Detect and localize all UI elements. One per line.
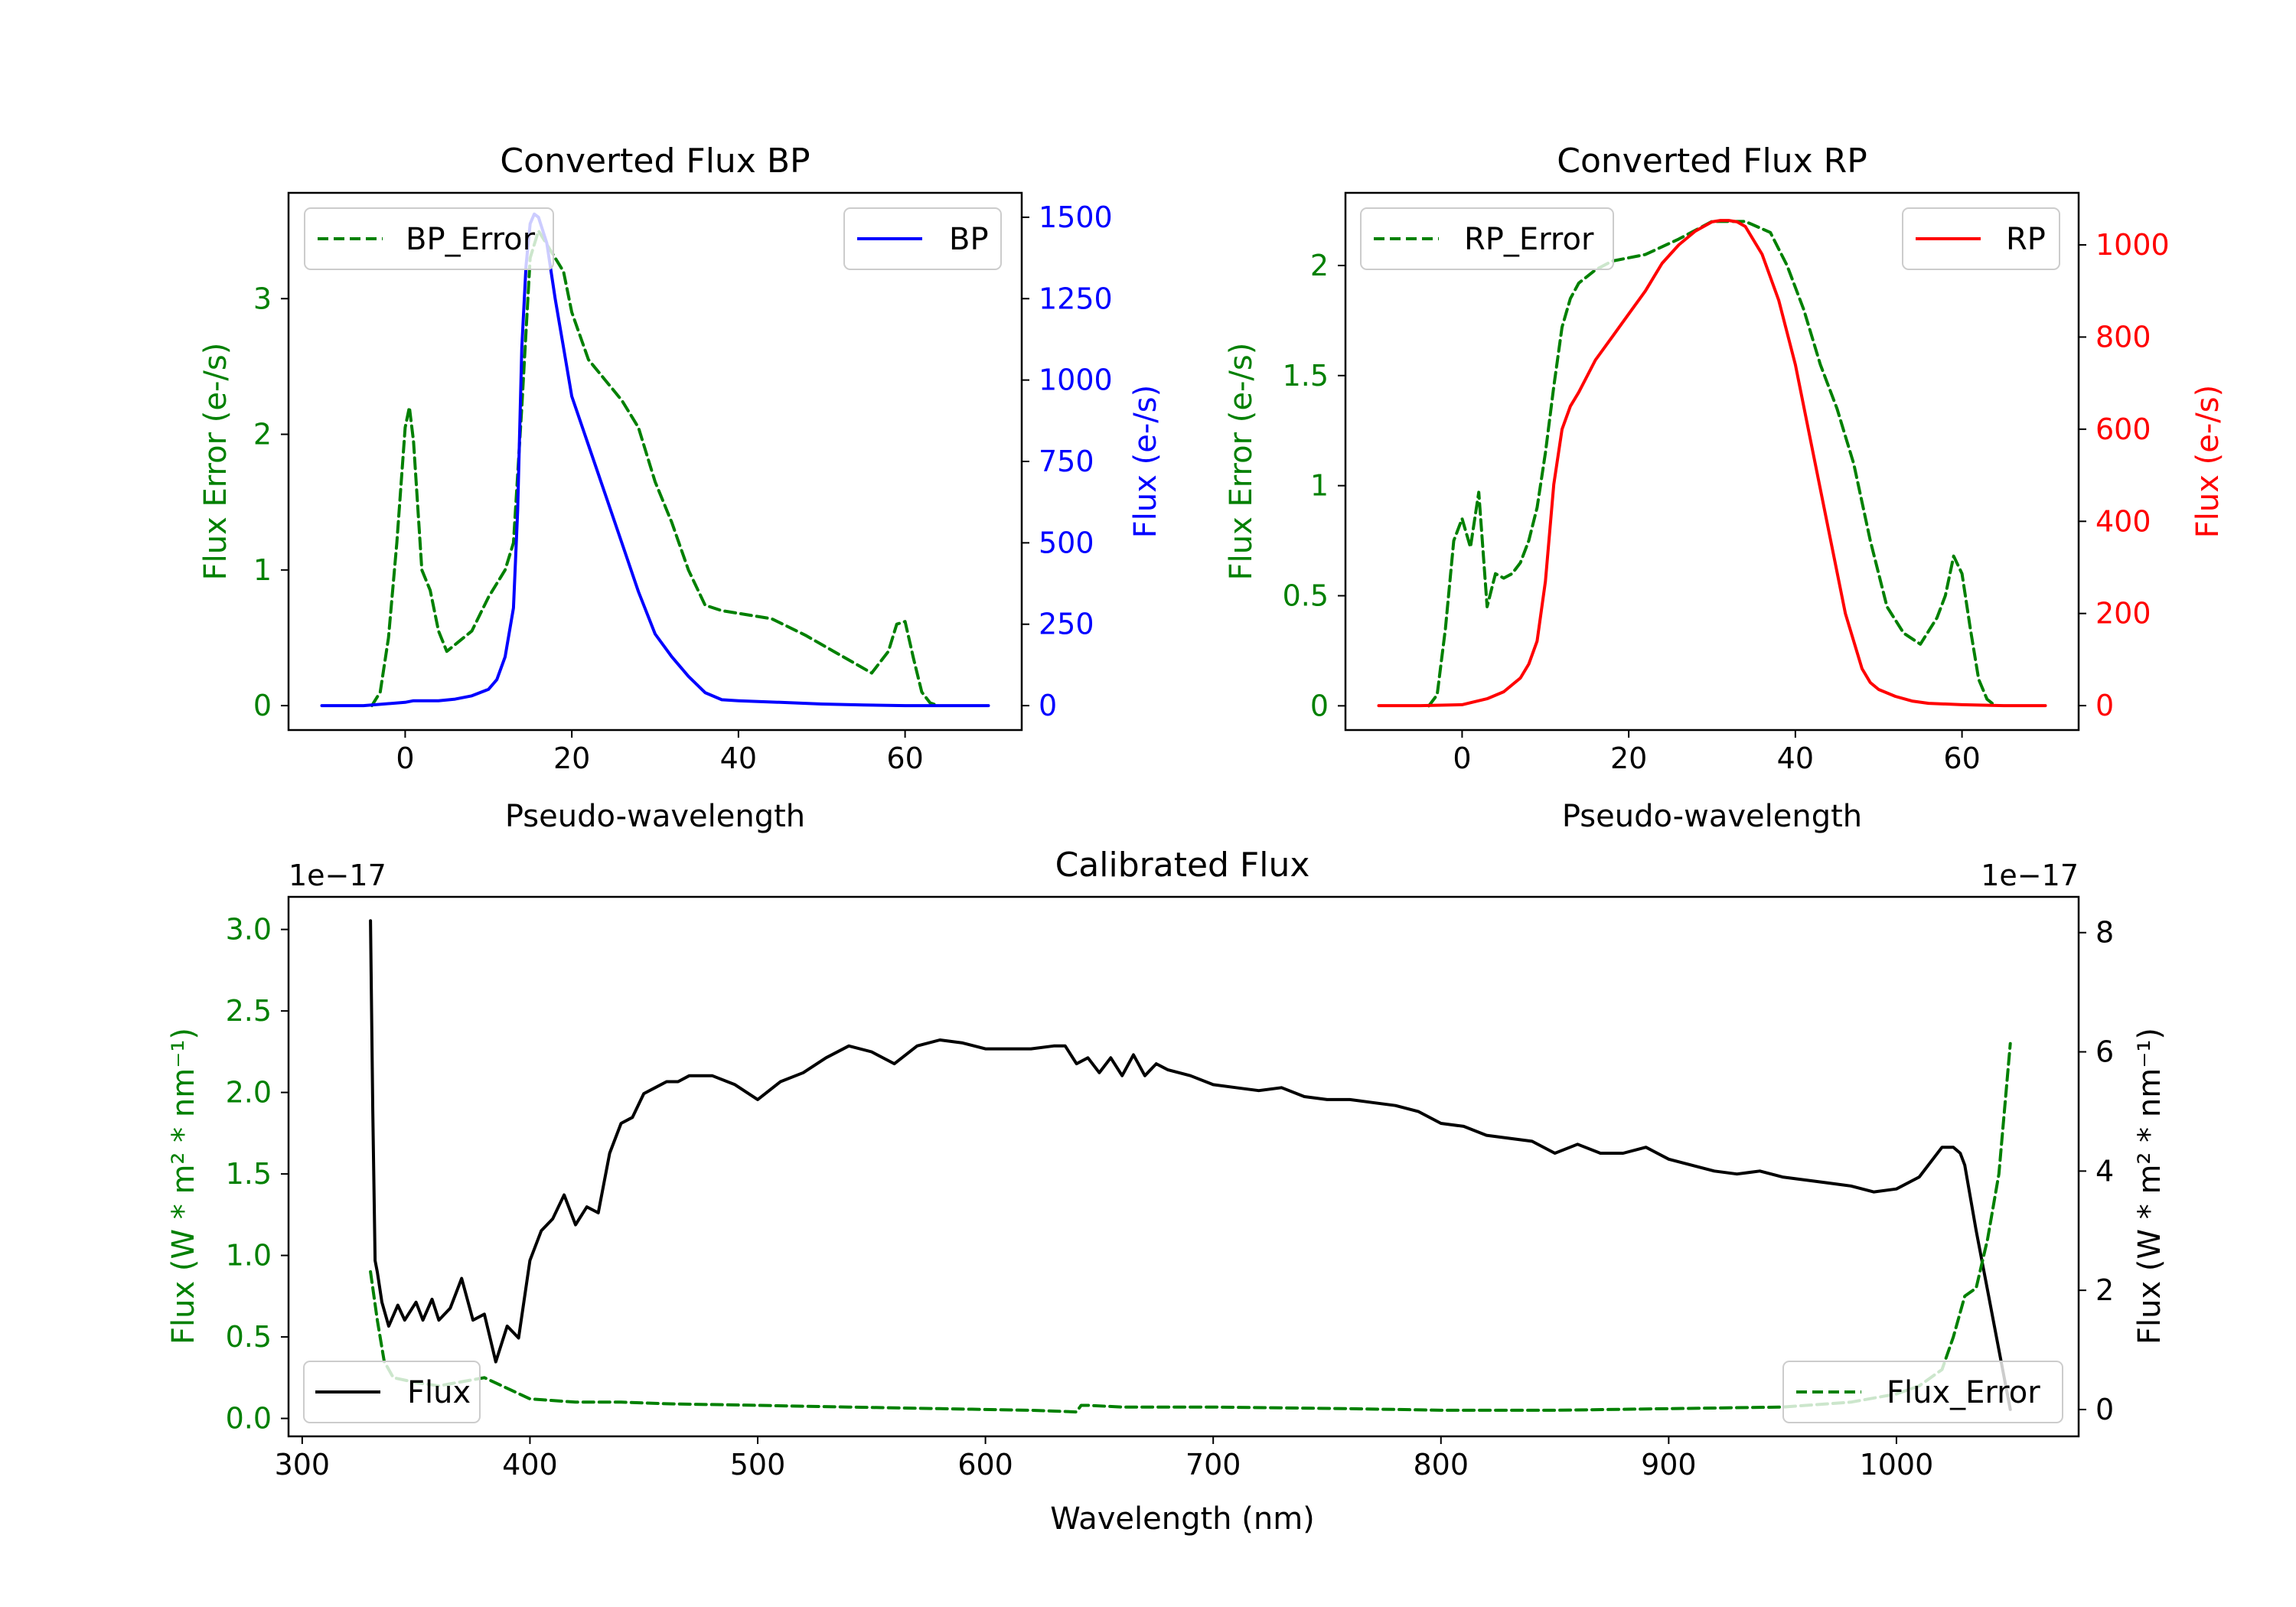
right-y-tick-label: 200 [2095, 597, 2151, 631]
left-y-tick-label: 2.0 [226, 1076, 272, 1110]
left-y-tick-label: 0 [1310, 689, 1329, 722]
left-offset-text: 1e−17 [289, 859, 386, 892]
left-y-tick-label: 1.0 [226, 1239, 272, 1273]
chart-converted-flux-rp: Converted Flux RP 0 20 40 6000.511.52020040… [1224, 142, 2226, 834]
chart-title: Converted Flux RP [1557, 142, 1867, 181]
left-y-tick-label: 2 [253, 418, 272, 451]
series-line-flux [369, 919, 2012, 1411]
right-y-axis-label: Flux (e-/s) [2190, 385, 2226, 538]
legend-rp: RP [1902, 207, 2060, 270]
left-y-tick-label: 3.0 [226, 913, 272, 947]
series-line-bp [320, 212, 990, 708]
left-y-tick-label: 2 [1310, 249, 1329, 282]
left-y-tick-label: 1 [1310, 469, 1329, 503]
left-y-tick-label: 0.5 [226, 1320, 272, 1354]
left-y-tick-label: 1.5 [1283, 359, 1329, 393]
right-y-axis-label: Flux (e-/s) [1128, 385, 1163, 538]
x-tick-label: 60 [886, 742, 923, 775]
right-y-tick-label: 0 [1039, 689, 1057, 722]
right-y-tick-label: 500 [1039, 526, 1094, 559]
legend-bp: BP [843, 207, 1002, 270]
plot-frame [1344, 191, 2080, 732]
legend-bp-error: BP_Error [304, 207, 554, 270]
legend-label: Flux [407, 1375, 471, 1410]
axis-ticks: 300 400 500 600 700 800 900 1000 0.0 0.5 1.0 1.5 2.0… [226, 913, 2115, 1482]
x-tick-label: 60 [1943, 742, 1980, 775]
plot-frame [287, 895, 2080, 1438]
x-axis-label: Pseudo-wavelength [1562, 799, 1862, 834]
x-tick-label: 20 [553, 742, 590, 775]
x-tick-label: 800 [1414, 1448, 1469, 1482]
right-y-tick-label: 4 [2095, 1154, 2114, 1188]
x-axis-label: Pseudo-wavelength [505, 799, 805, 834]
left-y-tick-label: 2.5 [226, 994, 272, 1028]
right-y-tick-label: 1250 [1039, 282, 1113, 315]
right-y-tick-label: 800 [2095, 320, 2151, 354]
right-y-tick-label: 2 [2095, 1273, 2114, 1307]
axis-ticks: 0 20 40 60 0 1 2 3 0 250 500 750 1000 1250 1500 [253, 200, 1113, 775]
x-tick-label: 0 [1453, 742, 1471, 775]
legend-label: Flux_Error [1887, 1375, 2040, 1410]
right-y-axis-label: Flux (W * m² * nm⁻¹) [2132, 1028, 2167, 1345]
chart-converted-flux-bp: Converted Flux BP 0 20 40 60 0 1 2 3 0 250 500 750 1… [198, 142, 1163, 834]
right-y-tick-label: 0 [2095, 689, 2114, 722]
legend-rp-error: RP_Error [1360, 207, 1614, 270]
x-tick-label: 40 [720, 742, 757, 775]
legend-label: BP_Error [406, 222, 536, 257]
right-y-tick-label: 600 [2095, 412, 2151, 446]
x-tick-label: 1000 [1860, 1448, 1934, 1482]
legend-label: BP [949, 222, 989, 257]
x-tick-label: 900 [1641, 1448, 1697, 1482]
legend-label: RP [2006, 222, 2046, 257]
left-y-tick-label: 0.0 [226, 1402, 272, 1436]
x-tick-label: 300 [275, 1448, 331, 1482]
right-y-tick-label: 6 [2095, 1035, 2114, 1069]
left-y-axis-label: Flux Error (e-/s) [198, 343, 233, 581]
x-tick-label: 40 [1777, 742, 1814, 775]
chart-title: Converted Flux BP [500, 142, 810, 181]
right-y-tick-label: 8 [2095, 916, 2114, 950]
left-y-tick-label: 3 [253, 282, 272, 315]
left-y-tick-label: 1.5 [226, 1157, 272, 1191]
right-offset-text: 1e−17 [1981, 859, 2079, 892]
series-line-rp-error [1427, 220, 1998, 708]
series-lines [320, 212, 990, 708]
chart-title: Calibrated Flux [1055, 846, 1310, 885]
plot-frame [287, 191, 1023, 732]
right-y-tick-label: 1000 [2095, 228, 2170, 262]
left-y-axis-label: Flux Error (e-/s) [1224, 343, 1259, 581]
x-tick-label: 700 [1186, 1448, 1241, 1482]
right-y-tick-label: 750 [1039, 445, 1094, 478]
left-y-tick-label: 0 [253, 689, 272, 722]
x-tick-label: 0 [396, 742, 414, 775]
x-tick-label: 20 [1610, 742, 1647, 775]
left-y-tick-label: 1 [253, 553, 272, 587]
x-tick-label: 500 [730, 1448, 786, 1482]
series-lines [1377, 219, 2047, 708]
x-tick-label: 400 [502, 1448, 558, 1482]
right-y-tick-label: 0 [2095, 1393, 2114, 1426]
series-line-bp-error [370, 229, 941, 708]
legend-flux-error: Flux_Error [1782, 1361, 2063, 1423]
left-y-axis-label: Flux (W * m² * nm⁻¹) [166, 1028, 201, 1345]
legend-flux: Flux [303, 1361, 481, 1423]
right-y-tick-label: 1000 [1039, 363, 1113, 397]
right-y-tick-label: 1500 [1039, 200, 1113, 234]
right-y-tick-label: 400 [2095, 504, 2151, 538]
legend-label: RP_Error [1464, 222, 1594, 257]
x-tick-label: 600 [957, 1448, 1013, 1482]
x-axis-label: Wavelength (nm) [1050, 1501, 1315, 1537]
chart-calibrated-flux: Calibrated Flux 300 400 500 600 700 800 900 100… [166, 846, 2167, 1537]
left-y-tick-label: 0.5 [1283, 579, 1329, 613]
right-y-tick-label: 250 [1039, 608, 1094, 641]
series-line-rp [1377, 219, 2047, 708]
